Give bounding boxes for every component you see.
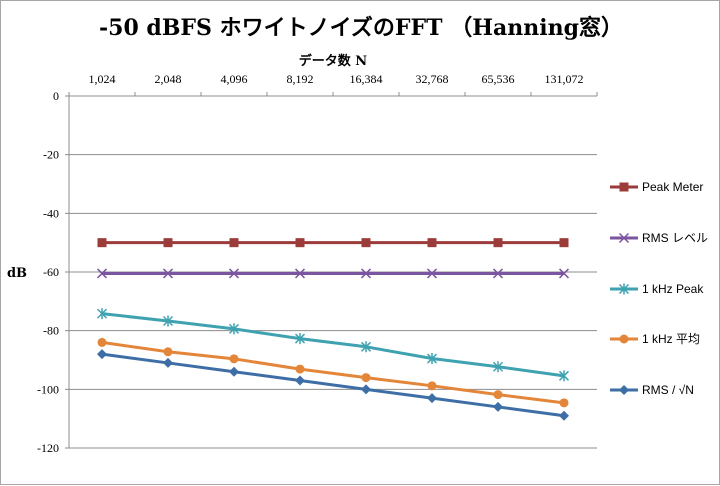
data-point	[97, 337, 107, 347]
data-point	[559, 410, 569, 421]
series-line	[101, 312, 565, 378]
data-point	[493, 238, 503, 248]
legend-item: 1 kHz Peak	[610, 282, 704, 296]
data-point	[361, 373, 371, 383]
data-point	[492, 361, 504, 373]
data-point	[228, 268, 240, 279]
data-point	[427, 393, 437, 404]
series-line	[101, 352, 565, 418]
series-2	[96, 268, 570, 279]
data-point	[360, 341, 372, 353]
data-point	[229, 366, 239, 377]
x-tick-label: 4,096	[221, 72, 248, 86]
legend-item: Peak Meter	[610, 180, 703, 194]
data-point	[361, 384, 371, 395]
legend-label: RMS / √N	[642, 383, 694, 397]
data-point	[163, 347, 173, 357]
legend-marker	[619, 334, 629, 344]
y-tick-label: -120	[37, 441, 59, 455]
data-point	[295, 238, 305, 248]
x-tick-label: 8,192	[287, 72, 314, 86]
data-point	[97, 349, 107, 360]
plot-area: 0 -20 -40 -60 -80 -100 -120 1,024 2,048 4,096 8,19…	[37, 72, 598, 455]
x-tick-label: 65,536	[482, 72, 515, 86]
data-point	[162, 315, 174, 327]
series-1	[97, 238, 569, 248]
data-point	[96, 268, 108, 279]
data-point	[492, 268, 504, 279]
data-point	[427, 238, 437, 248]
legend-label: Peak Meter	[642, 180, 703, 194]
data-point	[163, 238, 173, 248]
legend-item: RMS レベル	[610, 231, 708, 245]
legend-marker	[618, 232, 630, 244]
data-point	[426, 268, 438, 279]
series-5	[97, 349, 569, 421]
data-point	[426, 353, 438, 365]
y-tick-label: -20	[43, 148, 59, 162]
x-tick-label: 1,024	[89, 72, 116, 86]
y-tick-label: -60	[43, 265, 59, 279]
legend: Peak Meter RMS レベル 1 kHz Peak 1 kHz 平均 RMS /…	[610, 180, 708, 397]
legend-item: RMS / √N	[610, 383, 694, 397]
data-point	[163, 357, 173, 368]
data-point	[361, 238, 371, 248]
y-tick-label: -40	[43, 206, 59, 220]
series-4	[97, 337, 569, 408]
legend-marker	[619, 385, 629, 395]
legend-label: RMS レベル	[642, 231, 708, 245]
legend-item: 1 kHz 平均	[610, 332, 700, 346]
data-point	[96, 308, 108, 320]
legend-label: 1 kHz Peak	[642, 282, 704, 296]
data-point	[97, 238, 107, 248]
data-point	[558, 370, 570, 382]
chart-title: -50 dBFS ホワイトノイズのFFT （Hanning窓）	[99, 15, 623, 41]
data-point	[558, 268, 570, 279]
data-point	[493, 390, 503, 400]
y-tick-label: -100	[37, 382, 59, 396]
x-tick-label: 131,072	[545, 72, 584, 86]
y-tick-label: -80	[43, 324, 59, 338]
x-axis-title: データ数 N	[299, 53, 368, 69]
data-point	[228, 323, 240, 335]
data-point	[229, 238, 239, 248]
data-point	[294, 333, 306, 345]
data-point	[427, 381, 437, 391]
data-point	[559, 238, 569, 248]
y-tick-label: 0	[53, 89, 59, 103]
data-point	[294, 268, 306, 279]
data-point	[295, 364, 305, 374]
data-point	[360, 268, 372, 279]
legend-label: 1 kHz 平均	[642, 332, 700, 346]
legend-marker	[619, 182, 629, 192]
data-point	[162, 268, 174, 279]
legend-marker	[618, 283, 630, 295]
x-tick-label: 2,048	[155, 72, 182, 86]
data-point	[295, 375, 305, 386]
data-point	[493, 401, 503, 412]
data-point	[559, 398, 569, 408]
series-line	[101, 340, 565, 405]
data-point	[229, 354, 239, 364]
y-axis-title: dB	[7, 266, 27, 281]
x-tick-label: 16,384	[350, 72, 383, 86]
x-tick-label: 32,768	[416, 72, 449, 86]
series-3	[96, 308, 570, 382]
